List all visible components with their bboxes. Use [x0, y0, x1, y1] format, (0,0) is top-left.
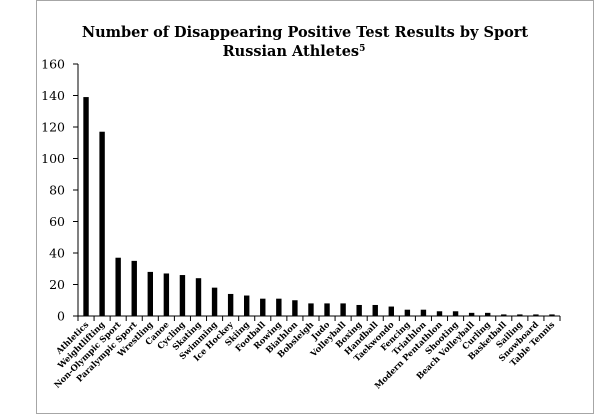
- bar: [324, 303, 330, 316]
- bar-series: [83, 97, 555, 316]
- bar: [227, 293, 234, 316]
- y-tick-label: 120: [41, 120, 65, 135]
- y-tick-label: 40: [49, 246, 65, 261]
- chart-title: Number of Disappearing Positive Test Res…: [82, 24, 529, 41]
- y-tick-label: 100: [41, 151, 65, 166]
- bar: [388, 306, 394, 316]
- bar: [260, 298, 266, 316]
- y-tick-label: 160: [41, 57, 65, 72]
- y-tick-label: 20: [49, 277, 65, 292]
- bar: [436, 311, 443, 316]
- bar: [276, 298, 282, 316]
- chart-subtitle: Russian Athletes5: [223, 43, 366, 60]
- y-axis: 0 20 40 60 80 100 120 140 160: [41, 57, 79, 324]
- bar: [533, 314, 539, 316]
- bar: [147, 271, 153, 316]
- y-tick-label: 80: [49, 183, 65, 198]
- bar: [517, 314, 523, 316]
- bar: [468, 312, 475, 316]
- bar: [404, 309, 411, 316]
- bar: [292, 300, 298, 316]
- bar: [340, 303, 346, 316]
- y-tick-label: 0: [57, 309, 65, 324]
- bar: [195, 278, 202, 316]
- y-tick-label: 140: [41, 88, 65, 103]
- bar: [163, 273, 170, 316]
- bar: [211, 287, 218, 316]
- bar: [549, 314, 555, 316]
- bar: [179, 275, 186, 316]
- bar: [83, 97, 89, 316]
- bar: [485, 312, 491, 316]
- bar: [501, 314, 507, 316]
- bar: [372, 304, 378, 316]
- chart-subtitle-footnote: 5: [359, 44, 365, 54]
- bar: [115, 257, 121, 316]
- bar: [308, 303, 314, 316]
- y-tick-label: 60: [49, 214, 65, 229]
- x-axis: [77, 315, 561, 321]
- bar: [452, 311, 459, 316]
- chart-subtitle-text: Russian Athletes: [223, 43, 359, 60]
- bar: [131, 260, 137, 316]
- bar: [99, 131, 105, 316]
- bar: [356, 304, 362, 316]
- chart-border: [36, 0, 594, 414]
- bar: [244, 295, 250, 316]
- bar: [420, 309, 427, 316]
